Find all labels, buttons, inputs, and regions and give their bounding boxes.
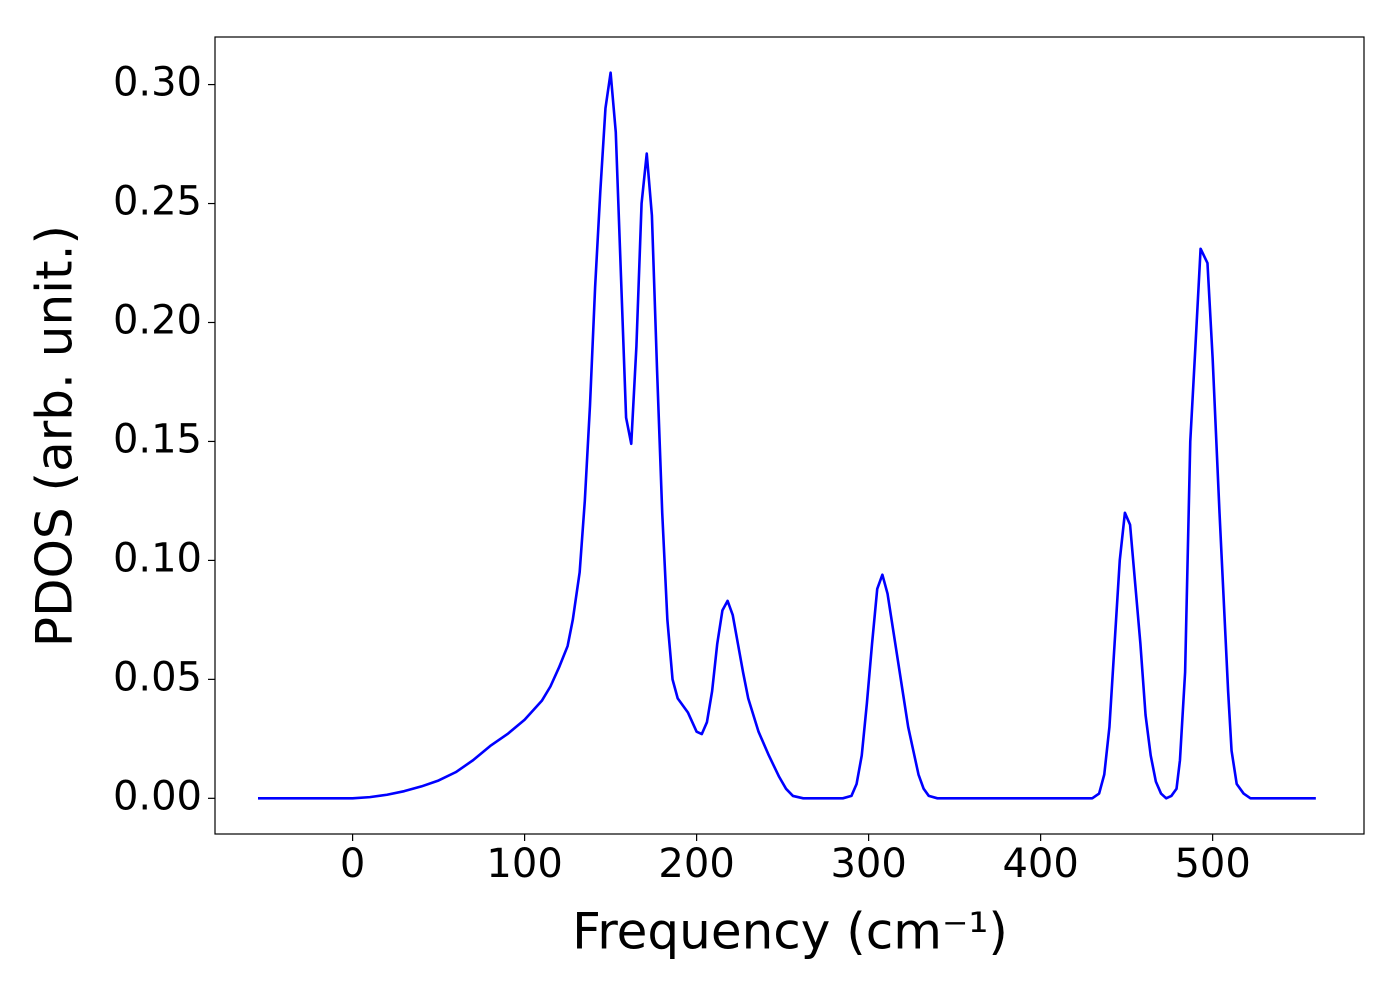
x-tick-label: 200	[658, 841, 734, 887]
x-tick-label: 300	[830, 841, 906, 887]
x-tick-label: 500	[1174, 841, 1250, 887]
y-tick-label: 0.00	[113, 773, 202, 819]
plot-frame	[214, 36, 1365, 835]
y-tick-label: 0.20	[113, 297, 202, 343]
x-tick-label: 100	[486, 841, 562, 887]
pdos-line	[258, 71, 1316, 800]
x-tick-label: 0	[340, 841, 365, 887]
x-tick-label: 400	[1002, 841, 1078, 887]
y-tick-label: 0.30	[113, 60, 202, 106]
y-axis-label: PDOS (arb. unit.)	[26, 225, 84, 647]
y-tick-label: 0.10	[113, 535, 202, 581]
y-tick-label: 0.25	[113, 179, 202, 225]
y-tick-label: 0.05	[113, 654, 202, 700]
y-tick-label: 0.15	[113, 416, 202, 462]
x-axis-label: Frequency (cm⁻¹)	[572, 903, 1008, 961]
